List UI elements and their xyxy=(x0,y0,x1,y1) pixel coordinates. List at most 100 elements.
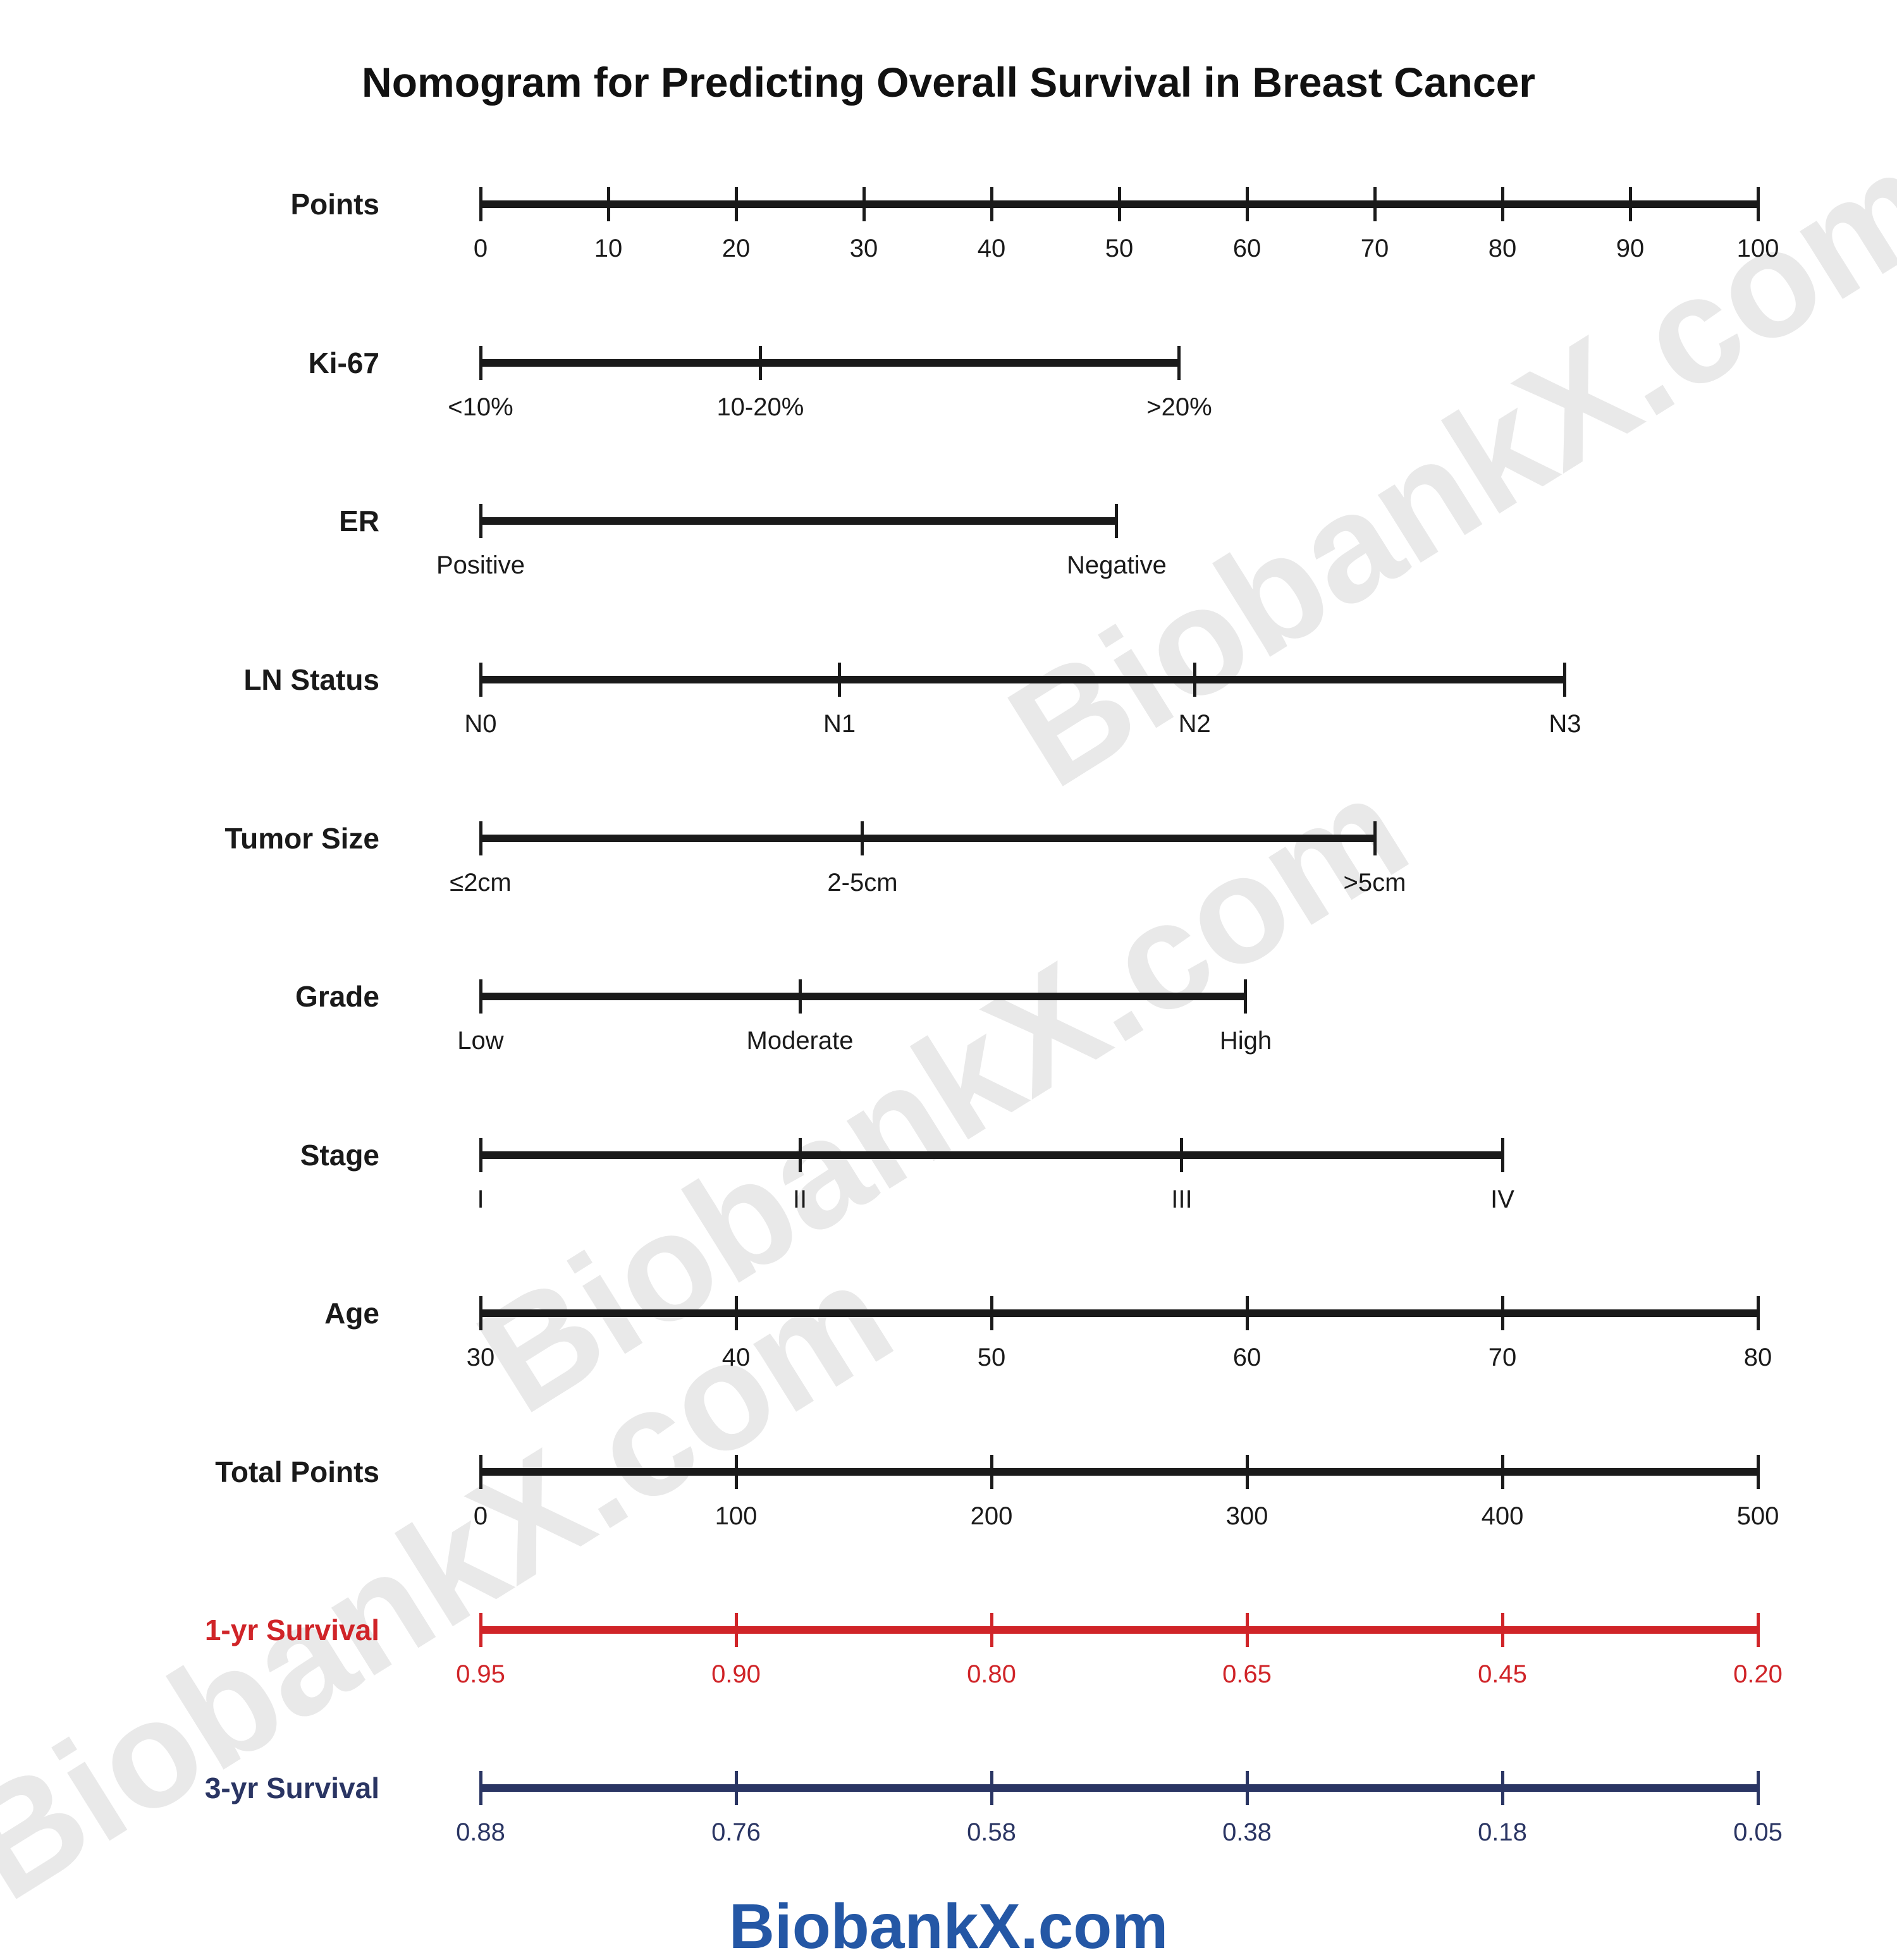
tick-label: 0.18 xyxy=(1478,1818,1527,1846)
tick-mark xyxy=(1244,979,1248,1014)
watermark-text: BiobankX.com xyxy=(450,742,1434,1445)
axis-line xyxy=(479,1151,1504,1159)
chart-title: Nomogram for Predicting Overall Survival… xyxy=(362,59,1535,106)
tick-label: Low xyxy=(457,1027,504,1055)
tick-label: High xyxy=(1219,1027,1272,1055)
tick-label: 200 xyxy=(970,1502,1013,1530)
tick-mark xyxy=(1245,1455,1249,1489)
axis-label: Grade xyxy=(295,980,379,1013)
axis-line xyxy=(479,835,1376,842)
tick-mark xyxy=(1117,187,1121,221)
axis-line xyxy=(479,517,1118,525)
axis-label: Stage xyxy=(300,1139,379,1172)
tick-label: 0.65 xyxy=(1222,1660,1272,1688)
tick-mark xyxy=(862,187,866,221)
axis-line xyxy=(479,676,1566,683)
axis-label: 3-yr Survival xyxy=(204,1772,379,1804)
tick-label: III xyxy=(1171,1185,1193,1213)
tick-label: N3 xyxy=(1549,710,1581,738)
tick-mark xyxy=(1501,187,1504,221)
tick-label: 0.20 xyxy=(1733,1660,1783,1688)
tick-label: 40 xyxy=(977,235,1006,262)
tick-label: 10 xyxy=(594,235,623,262)
tick-mark xyxy=(734,1296,738,1330)
tick-label: 0.88 xyxy=(456,1818,505,1846)
tick-mark xyxy=(838,663,842,697)
tick-label: 80 xyxy=(1743,1344,1772,1371)
axis-line xyxy=(479,1626,1759,1634)
tick-label: 70 xyxy=(1360,235,1389,262)
brand-logo: BiobankX.com xyxy=(728,1891,1169,1960)
axis-line xyxy=(479,1468,1759,1476)
axis-line xyxy=(479,993,1247,1000)
tick-mark xyxy=(861,821,864,855)
tick-label: 0.76 xyxy=(711,1818,761,1846)
tick-mark xyxy=(1501,1138,1504,1172)
axis-label: Total Points xyxy=(215,1455,379,1488)
axis-label: Tumor Size xyxy=(224,822,379,855)
tick-label: 90 xyxy=(1616,235,1645,262)
tick-mark xyxy=(1501,1296,1504,1330)
tick-label: 40 xyxy=(721,1344,751,1371)
tick-mark xyxy=(798,1138,802,1172)
tick-mark xyxy=(734,187,738,221)
tick-mark xyxy=(1180,1138,1184,1172)
tick-label: 100 xyxy=(715,1502,758,1530)
axis-label: Age xyxy=(324,1297,379,1330)
tick-mark xyxy=(479,1296,482,1330)
axis-line xyxy=(479,1784,1759,1792)
tick-mark xyxy=(1756,1296,1760,1330)
tick-mark xyxy=(1756,1771,1760,1805)
tick-label: II xyxy=(792,1185,807,1213)
tick-mark xyxy=(1756,187,1760,221)
tick-label: 20 xyxy=(721,235,751,262)
tick-mark xyxy=(1245,1613,1249,1647)
tick-mark xyxy=(479,1771,482,1805)
tick-mark xyxy=(734,1613,738,1647)
axis-label: Ki-67 xyxy=(308,346,379,379)
tick-label: 0 xyxy=(473,235,488,262)
tick-label: 0.05 xyxy=(1733,1818,1783,1846)
axis-label: 1-yr Survival xyxy=(204,1614,379,1646)
tick-mark xyxy=(479,1138,482,1172)
tick-label: 2-5cm xyxy=(827,869,898,897)
tick-mark xyxy=(479,504,482,538)
tick-label: 0.80 xyxy=(967,1660,1016,1688)
tick-mark xyxy=(990,1771,993,1805)
tick-label: N1 xyxy=(823,710,856,738)
tick-mark xyxy=(798,979,802,1014)
tick-label: 60 xyxy=(1232,235,1262,262)
tick-label: 400 xyxy=(1481,1502,1524,1530)
tick-label: N0 xyxy=(464,710,497,738)
tick-mark xyxy=(1177,346,1181,380)
tick-label: 0.90 xyxy=(711,1660,761,1688)
tick-label: 300 xyxy=(1225,1502,1268,1530)
tick-label: 0.58 xyxy=(967,1818,1016,1846)
tick-mark xyxy=(1563,663,1567,697)
tick-label: IV xyxy=(1490,1185,1514,1213)
tick-mark xyxy=(479,187,482,221)
tick-mark xyxy=(734,1771,738,1805)
tick-mark xyxy=(479,821,482,855)
tick-label: 100 xyxy=(1736,235,1779,262)
tick-mark xyxy=(1501,1613,1504,1647)
tick-label: N2 xyxy=(1178,710,1211,738)
tick-mark xyxy=(990,1613,993,1647)
tick-mark xyxy=(1115,504,1119,538)
tick-label: 30 xyxy=(849,235,878,262)
tick-mark xyxy=(990,1455,993,1489)
tick-mark xyxy=(479,346,482,380)
tick-label: 60 xyxy=(1232,1344,1262,1371)
tick-mark xyxy=(1245,1771,1249,1805)
axis-label: ER xyxy=(339,505,379,537)
tick-label: Positive xyxy=(436,551,525,579)
tick-label: 50 xyxy=(1105,235,1134,262)
tick-label: Negative xyxy=(1067,551,1167,579)
tick-label: 50 xyxy=(977,1344,1006,1371)
tick-label: 10-20% xyxy=(716,393,804,421)
tick-label: 0.95 xyxy=(456,1660,505,1688)
tick-mark xyxy=(1628,187,1632,221)
axis-label: LN Status xyxy=(243,663,379,696)
axis-line xyxy=(479,359,1181,367)
